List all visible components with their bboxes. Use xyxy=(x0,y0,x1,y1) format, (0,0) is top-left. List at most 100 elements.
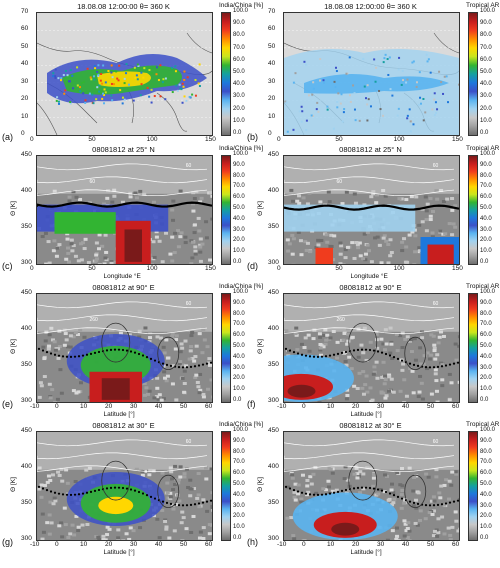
tropopause-dot xyxy=(121,486,125,490)
noise-cell xyxy=(176,229,181,233)
tropopause-dot xyxy=(384,352,388,356)
pixel-cell xyxy=(319,58,322,61)
tropopause-dot xyxy=(308,493,312,496)
panel-title: 08081812 at 25° N xyxy=(339,145,402,154)
pixel-cell xyxy=(139,94,142,97)
x-tick-label: -10 xyxy=(277,403,287,410)
noise-cell xyxy=(330,489,335,493)
noise-cell xyxy=(376,492,381,496)
noise-cell xyxy=(147,389,152,393)
noise-cell xyxy=(59,521,64,525)
tropopause-dot xyxy=(304,354,308,357)
noise-cell xyxy=(74,195,79,199)
colorbar-tick: 10.0 xyxy=(233,248,245,255)
colorbar-tick: 90.0 xyxy=(233,437,245,444)
noise-cell xyxy=(287,242,292,246)
pixel-cell xyxy=(55,99,58,102)
noise-cell xyxy=(431,534,436,538)
colorbar-tick: 50.0 xyxy=(233,481,245,487)
pixel-cell xyxy=(150,101,153,104)
tropopause-dot xyxy=(432,366,436,369)
contour-label: 260 xyxy=(90,317,99,323)
noise-cell xyxy=(73,331,78,335)
noise-cell xyxy=(50,388,55,392)
tropopause-dot xyxy=(93,351,97,354)
tropopause-dot xyxy=(364,348,368,351)
tropopause-dot xyxy=(117,348,121,351)
noise-cell xyxy=(306,333,311,337)
noise-cell xyxy=(189,262,194,264)
noise-cell xyxy=(381,236,386,240)
noise-cell xyxy=(338,262,343,264)
noise-cell xyxy=(182,475,187,479)
noise-cell xyxy=(390,503,395,507)
noise-cell xyxy=(326,479,331,483)
pixel-cell xyxy=(442,92,445,95)
noise-cell xyxy=(124,532,129,536)
tracer-core xyxy=(101,378,130,400)
upper-layer xyxy=(284,432,459,470)
noise-cell xyxy=(405,335,410,339)
noise-cell xyxy=(170,332,175,336)
tropopause-dot xyxy=(372,487,376,490)
pixel-cell xyxy=(397,107,400,110)
isentrope-contour xyxy=(284,327,455,335)
noise-cell xyxy=(170,335,175,339)
tropopause-dot xyxy=(456,499,459,502)
contour-label: 60 xyxy=(186,439,192,445)
pixel-cell xyxy=(316,101,319,104)
colorbar-tick: 20.0 xyxy=(233,513,245,520)
noise-cell xyxy=(68,334,73,338)
noise-cell xyxy=(365,230,370,234)
isentrope-contour xyxy=(37,452,208,460)
colorbar-tick: 80.0 xyxy=(233,172,245,179)
tropopause-dot xyxy=(436,503,440,506)
noise-cell xyxy=(291,199,296,203)
pixel-cell xyxy=(161,81,164,84)
wind-contour xyxy=(157,474,180,509)
noise-cell xyxy=(196,493,201,497)
noise-cell xyxy=(416,491,421,495)
isentrope-contour xyxy=(284,189,455,197)
pixel-cell xyxy=(349,100,352,103)
pixel-cell xyxy=(62,74,65,77)
noise-cell xyxy=(65,246,70,250)
noise-cell xyxy=(444,478,449,482)
pixel-cell xyxy=(54,68,57,71)
noise-cell xyxy=(318,335,323,339)
noise-cell xyxy=(70,523,75,527)
tropopause-line xyxy=(284,204,459,211)
y-tick-label: 50 xyxy=(21,42,29,50)
tropopause-dot xyxy=(444,364,448,367)
noise-cell xyxy=(420,336,425,340)
pixel-cell xyxy=(401,69,404,72)
noise-cell xyxy=(440,384,445,388)
colorbar-tick: 20.0 xyxy=(233,105,245,112)
tropopause-dot xyxy=(324,355,328,358)
tropopause-dot xyxy=(448,363,452,366)
noise-cell xyxy=(424,209,429,213)
tropopause-dot xyxy=(440,365,444,368)
colorbar-tick: 0.0 xyxy=(233,259,242,265)
noise-cell xyxy=(78,381,83,385)
tropopause-dot xyxy=(57,492,61,495)
pixel-cell xyxy=(121,102,124,105)
pixel-cell xyxy=(340,93,343,96)
noise-cell xyxy=(210,505,212,509)
y-axis-label: Θ [K] xyxy=(256,201,264,216)
noise-cell xyxy=(437,335,442,339)
pixel-cell xyxy=(137,64,140,67)
noise-cell xyxy=(349,367,354,371)
noise-cell xyxy=(198,530,203,534)
noise-cell xyxy=(168,491,173,495)
noise-cell xyxy=(104,250,109,254)
tropopause-dot xyxy=(189,503,193,506)
pixel-cell xyxy=(322,79,325,82)
noise-cell xyxy=(201,498,206,502)
pixel-cell xyxy=(121,96,124,99)
pixel-cell xyxy=(143,67,146,70)
y-axis-label: Θ [K] xyxy=(9,339,17,354)
pixel-cell xyxy=(285,101,288,104)
panel-label: (d) xyxy=(247,261,258,271)
x-tick-label: 50 xyxy=(335,136,343,143)
